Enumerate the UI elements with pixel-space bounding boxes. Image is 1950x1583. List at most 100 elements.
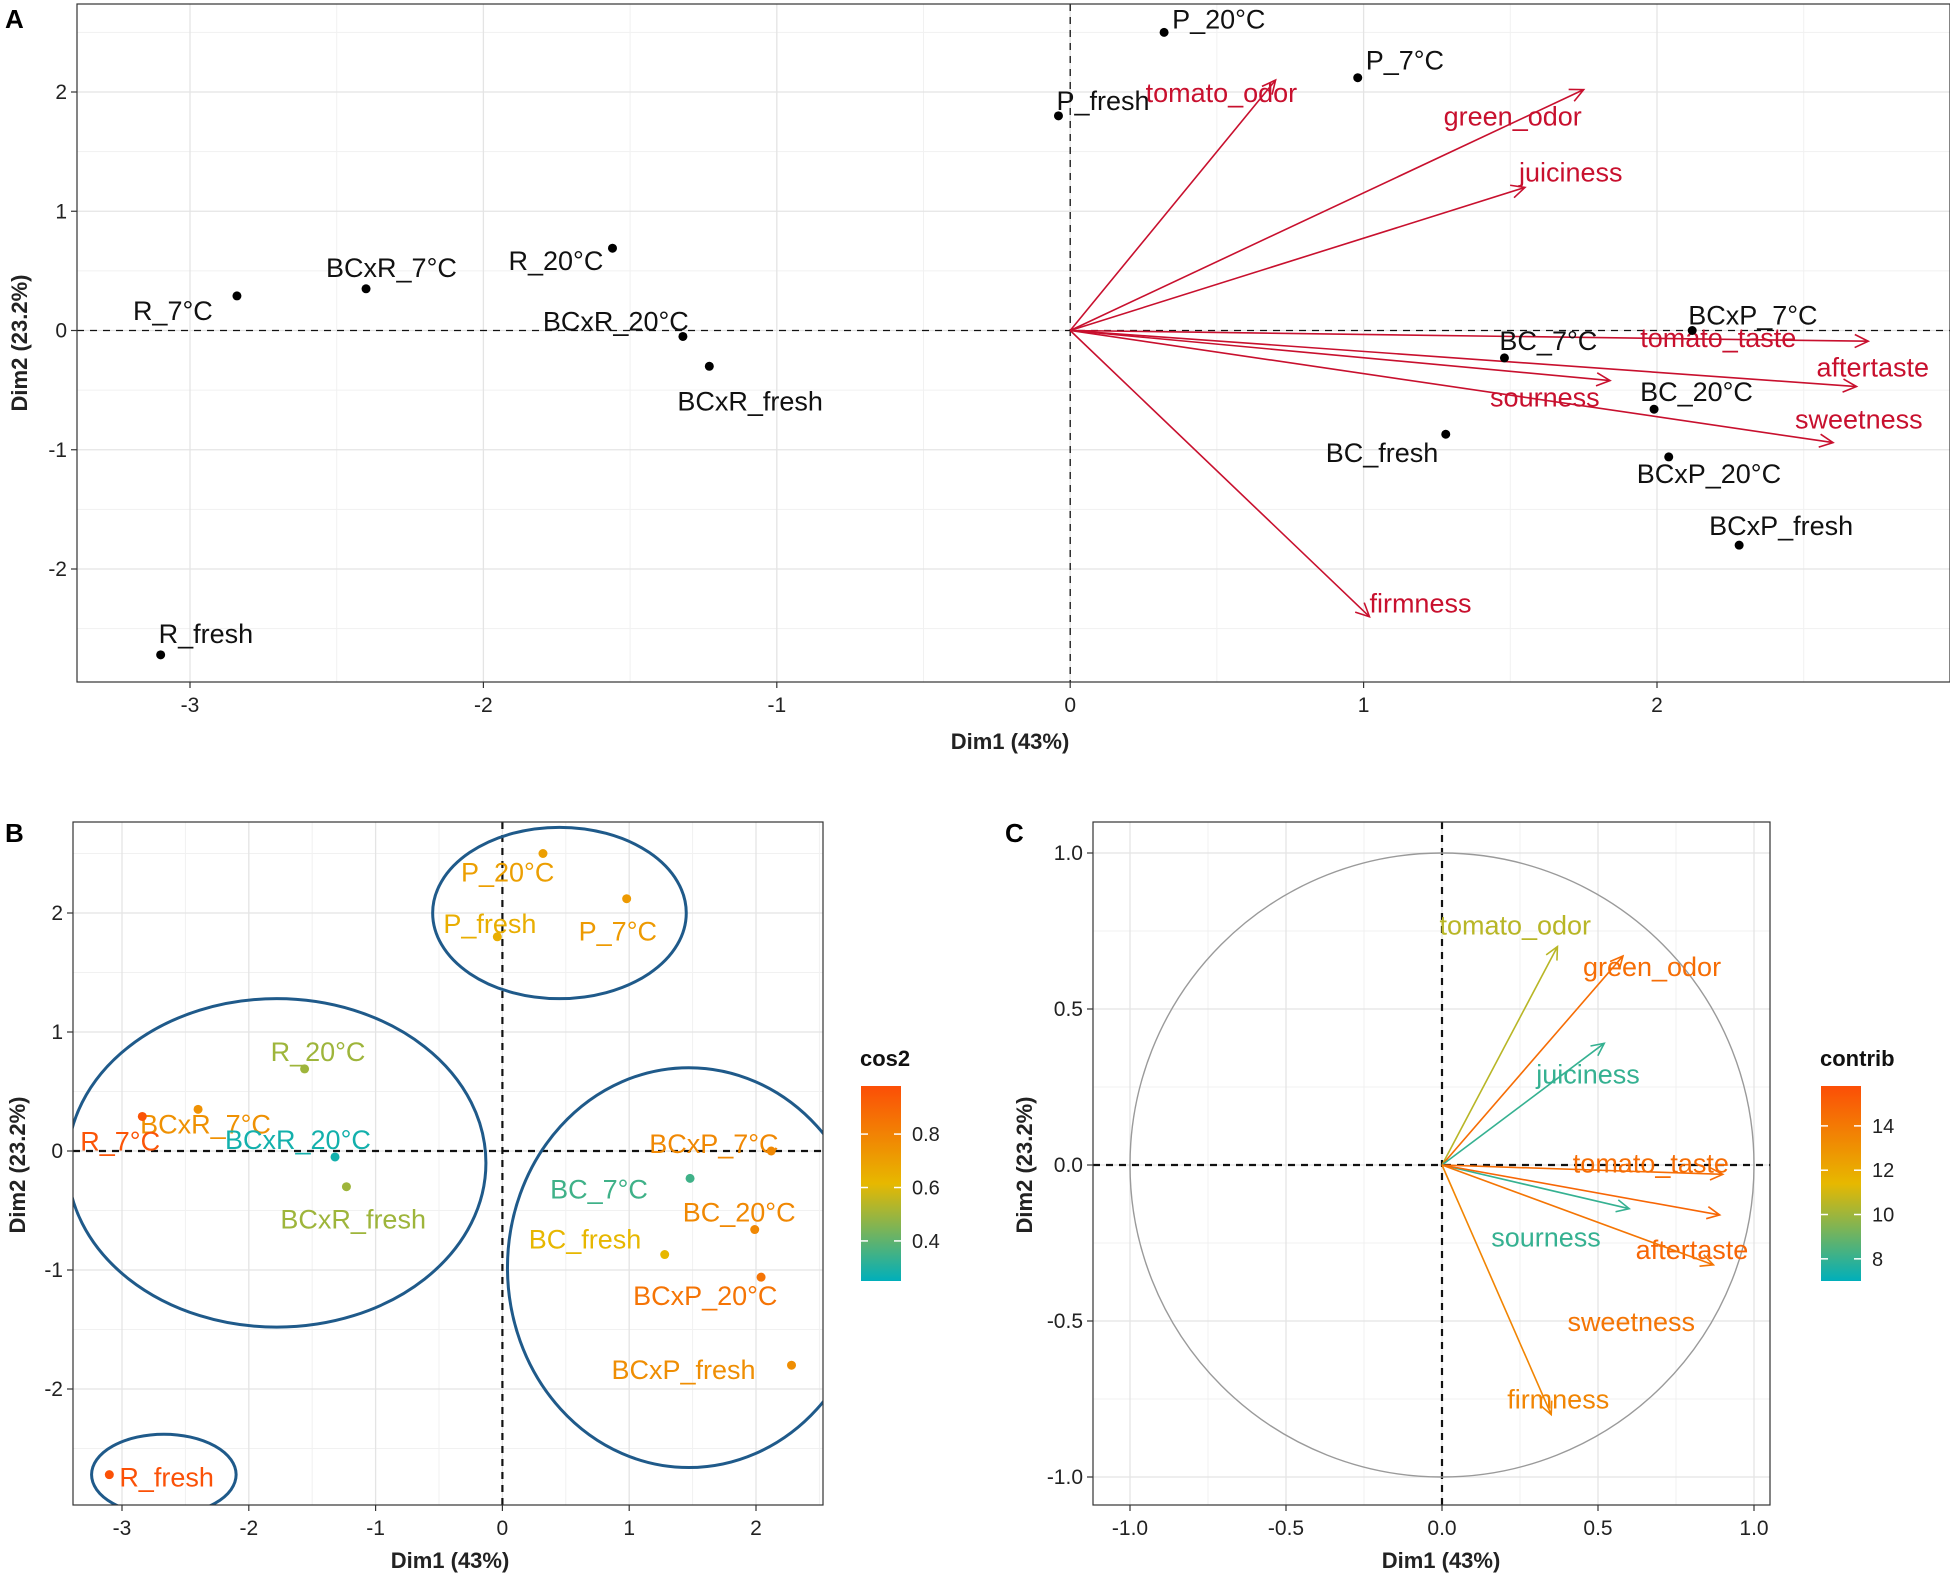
panel-a-x-tick-label: 2: [1651, 694, 1663, 717]
panel-b-x-tick-label: -3: [113, 1517, 132, 1540]
panel-a-point-bc-20c-label: BC_20°C: [1640, 377, 1753, 407]
panel-a-vector-juiciness-arrow: [1069, 186, 1526, 332]
panel-b-legend-tick-label: 0.6: [912, 1178, 940, 1200]
panel-a-point-p-fresh: [1053, 111, 1063, 121]
panel-c-vector-juiciness-arrow: [1441, 1042, 1605, 1166]
panel-a-x-tick-label: -3: [181, 694, 200, 717]
panel-b-y-axis-title: Dim2 (23.2%): [5, 1097, 30, 1234]
panel-a-vector-tomato-odor-arrow: [1069, 79, 1277, 332]
panel-c-vector-firmness-arrow: [1441, 1164, 1552, 1415]
panel-c-vector-sweetness-label: sweetness: [1567, 1307, 1695, 1337]
panel-a-point-p-20c: [1159, 27, 1169, 37]
panel-a-point-bcxp-7c: [1687, 326, 1697, 335]
panel-c-x-tick-label: 1.0: [1739, 1517, 1768, 1540]
panel-a-frame: [76, 3, 1950, 683]
panel-a-x-tick-label: 1: [1358, 694, 1370, 717]
panel-a-point-bcxr-fresh-label: BCxR_fresh: [677, 386, 823, 416]
panel-b-point-p-20c: [538, 849, 548, 858]
panel-a-vector-tomato-odor-arrowhead: [1261, 78, 1277, 95]
panel-b-y-tick-label: 1: [51, 1021, 63, 1044]
panel-a-vector-sweetness-label: sweetness: [1795, 405, 1923, 435]
panel-a-x-tick-label: -1: [767, 694, 786, 717]
panel-a-vector-firmness-arrow: [1069, 329, 1371, 618]
panel-b-point-bc-20c-label: BC_20°C: [683, 1198, 796, 1228]
panel-c-x-axis-title: Dim1 (43%): [1382, 1548, 1501, 1573]
panel-a-vectors: tomato_odor green_odor juiciness tomato_tas…: [1069, 78, 1930, 619]
panel-a-x-axis-title: Dim1 (43%): [951, 729, 1070, 754]
panel-b-point-r-7c-label: R_7°C: [80, 1126, 160, 1156]
panel-c-vector-tomato-odor-label: tomato_odor: [1439, 911, 1591, 941]
panel-a-point-bc-7c-label: BC_7°C: [1499, 326, 1597, 356]
panel-a-ticks: -3 -2 -1 0 1 2 -2 -1 0 1 2: [48, 81, 1663, 717]
panel-b-x-tick-label: 0: [497, 1517, 509, 1540]
panel-c-legend: contrib 8 10 12 14: [1820, 1046, 1895, 1281]
panel-a-vector-sweetness-arrow: [1070, 329, 1834, 444]
panel-b-point-bcxp-7c: [766, 1146, 776, 1156]
panel-b-ellipses: [73, 825, 823, 1505]
panel-a-vector-green-odor-arrowhead: [1568, 88, 1586, 102]
panel-b-points: P_20°C P_7°C P_fresh R_20°C BCxR_7°CR_7°C BCx…: [80, 849, 797, 1493]
panel-b-ellipse-r-fresh: [90, 1432, 238, 1505]
panel-a-vector-juiciness-arrowhead: [1510, 184, 1527, 199]
panel-a-point-p-20c-label: P_20°C: [1172, 4, 1265, 34]
panel-a-point-r-7c-label: R_7°C: [133, 296, 213, 326]
panel-a-reference-lines: [77, 4, 1950, 682]
panel-b-point-bcxr-7c-label: BCxR_7°C: [140, 1109, 271, 1139]
panel-a-point-bc-7c: [1499, 353, 1509, 363]
panel-c-vector-tomato-odor-arrow: [1441, 946, 1559, 1166]
panel-b-point-bc-fresh-label: BC_fresh: [529, 1225, 642, 1255]
panel-c-vector-tomato-taste-arrowhead: [1709, 1167, 1725, 1181]
panel-a-vector-sourness-label: sourness: [1490, 383, 1600, 413]
panel-c-vectors: tomato_odor green_odor juiciness tomato_tas…: [1439, 911, 1748, 1417]
panel-a-vector-tomato-taste-arrow: [1070, 329, 1869, 343]
panel-c-vector-firmness-arrowhead: [1540, 1400, 1553, 1417]
panel-c-legend-tick-label: 14: [1872, 1116, 1894, 1138]
panel-c-vector-firmness-label: firmness: [1507, 1385, 1609, 1415]
panel-c-vector-sweetness-arrow: [1441, 1164, 1714, 1266]
panel-c-legend-title: contrib: [1820, 1046, 1895, 1071]
panel-b-point-bcxr-7c: [193, 1104, 203, 1114]
panel-b-ellipse-p: [431, 825, 688, 1001]
panel-a-point-bc-fresh: [1441, 429, 1451, 439]
panel-a-vector-juiciness-label: juiciness: [1518, 157, 1623, 187]
panel-c-vector-green-odor-arrow: [1441, 955, 1624, 1166]
panel-b-x-axis-title: Dim1 (43%): [391, 1548, 510, 1573]
panel-c-vector-tomato-odor-arrowhead: [1545, 944, 1559, 961]
panel-a-vector-aftertaste-arrow: [1070, 329, 1857, 388]
panel-c-vector-tomato-taste-arrow: [1441, 1164, 1723, 1176]
panel-a-point-r-fresh-label: R_fresh: [159, 619, 254, 649]
panel-b-x-tick-label: -1: [366, 1517, 385, 1540]
panel-b-point-p-fresh-label: P_fresh: [443, 909, 536, 939]
panel-c-vector-green-odor-label: green_odor: [1583, 952, 1721, 982]
panel-b-legend-title: cos2: [860, 1046, 910, 1071]
panel-c-x-tick-label: 0.5: [1583, 1517, 1612, 1540]
panel-a-vector-green-odor-arrow: [1069, 88, 1584, 332]
panel-a-point-r-fresh: [156, 650, 166, 660]
panel-b-grid: [73, 822, 823, 1505]
panel-b-point-bcxp-fresh: [787, 1360, 797, 1370]
panel-c-vector-sourness-arrowhead: [1615, 1199, 1631, 1213]
panel-b-y-tick-label: -2: [44, 1378, 63, 1401]
panel-b-point-p-fresh: [492, 932, 502, 942]
panel-b-x-tick-label: 1: [623, 1517, 635, 1540]
panel-a-point-bcxp-20c: [1664, 452, 1674, 462]
panel-b-point-bcxp-20c: [756, 1272, 766, 1282]
panel-b-cluster-plot: P_20°C P_7°C P_fresh R_20°C BCxR_7°CR_7°C BCx…: [5, 821, 940, 1573]
panel-c-x-tick-label: -1.0: [1112, 1517, 1148, 1540]
panel-a-vector-aftertaste-arrowhead: [1842, 378, 1859, 393]
panel-c-vector-green-odor-arrowhead: [1609, 954, 1625, 970]
panel-b-point-r-7c: [137, 1111, 147, 1121]
panel-b-point-r-fresh: [104, 1470, 114, 1480]
panel-a-biplot: tomato_odor green_odor juiciness tomato_tas…: [7, 3, 1950, 754]
panel-a-vector-aftertaste-label: aftertaste: [1817, 353, 1930, 383]
panel-c-vector-tomato-taste-label: tomato_taste: [1573, 1148, 1729, 1178]
panel-c-unit-circle-group: [1129, 852, 1755, 1478]
panel-c-legend-tick-label: 12: [1872, 1160, 1894, 1182]
panel-b-x-tick-label: 2: [750, 1517, 762, 1540]
panel-a-point-p-7c-label: P_7°C: [1366, 46, 1444, 76]
panel-b-colorbar: [861, 1086, 901, 1281]
panel-c-y-tick-label: 1.0: [1054, 842, 1083, 865]
panel-b-point-bcxr-fresh: [341, 1182, 351, 1192]
panel-c-frame: [1092, 821, 1771, 1506]
